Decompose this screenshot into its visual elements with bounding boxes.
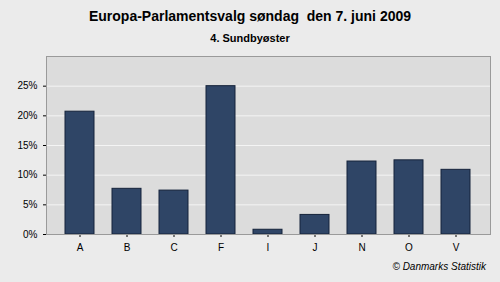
- svg-text:J: J: [313, 242, 318, 253]
- html-text:© Danmarks Statistik: © Danmarks Statistik: [392, 261, 486, 272]
- svg-text:N: N: [358, 242, 365, 253]
- svg-text:5%: 5%: [23, 199, 38, 210]
- svg-text:V: V: [453, 242, 460, 253]
- svg-text:C: C: [170, 242, 177, 253]
- svg-text:A: A: [77, 242, 84, 253]
- svg-text:20%: 20%: [17, 110, 37, 121]
- svg-text:0%: 0%: [23, 229, 38, 240]
- svg-text:O: O: [405, 242, 413, 253]
- svg-text:10%: 10%: [17, 169, 37, 180]
- html-text:4. Sundbyøster: 4. Sundbyøster: [210, 32, 290, 44]
- svg-text:25%: 25%: [17, 80, 37, 91]
- svg-text:B: B: [124, 242, 131, 253]
- svg-text:15%: 15%: [17, 140, 37, 151]
- html-text:Europa-Parlamentsvalg søndag d: Europa-Parlamentsvalg søndag den 7. juni…: [88, 8, 411, 24]
- svg-text:F: F: [218, 242, 224, 253]
- svg-text:I: I: [267, 242, 270, 253]
